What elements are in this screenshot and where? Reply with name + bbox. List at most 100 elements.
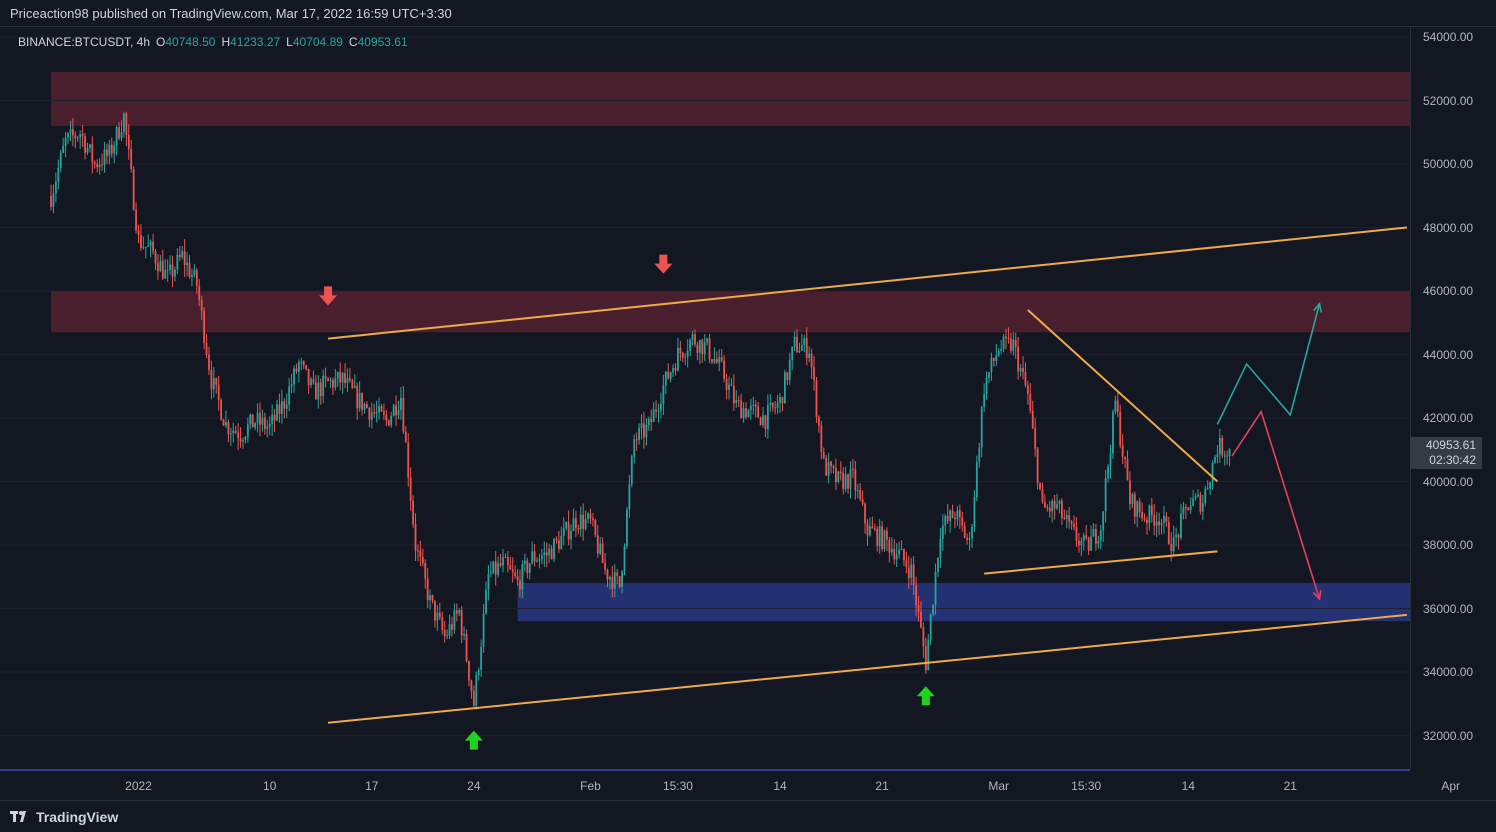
candle-body — [550, 548, 553, 560]
candle — [686, 339, 689, 368]
candle-body — [832, 466, 835, 468]
candle-body — [176, 254, 179, 270]
candle — [864, 501, 866, 534]
candle — [132, 166, 135, 211]
candle — [1002, 333, 1005, 353]
tradingview-brand: TradingView — [36, 809, 119, 825]
candle-body — [1121, 445, 1124, 457]
candle-body — [1031, 410, 1034, 429]
candle — [485, 581, 487, 615]
candle — [958, 504, 961, 529]
candle-body — [460, 610, 463, 636]
arrow-up-icon — [916, 686, 935, 706]
candle-body — [1226, 455, 1229, 457]
candle — [698, 339, 701, 365]
candle-body — [86, 147, 89, 153]
candle — [592, 512, 594, 527]
candle-body — [183, 251, 186, 266]
candle — [859, 483, 862, 502]
candle-body — [52, 193, 55, 207]
candle-body — [149, 241, 152, 246]
candle-body — [973, 497, 976, 527]
candle-body — [540, 555, 543, 560]
candle — [830, 460, 832, 474]
candle — [249, 413, 252, 430]
candle — [847, 473, 849, 494]
candle-body — [397, 410, 400, 416]
candle-body — [910, 564, 913, 579]
candle — [907, 555, 910, 589]
candle-body — [511, 569, 514, 573]
candle-body — [1114, 400, 1117, 412]
candle — [844, 466, 847, 493]
candle-body — [356, 385, 359, 409]
candle — [203, 307, 206, 350]
candle-body — [96, 163, 99, 168]
price-tick: 34000.00 — [1423, 665, 1474, 679]
candle-body — [951, 510, 954, 518]
candle-body — [1063, 517, 1066, 519]
candle — [1204, 485, 1207, 507]
candle — [276, 399, 278, 422]
time-tick: Feb — [580, 779, 601, 793]
price-tick: 42000.00 — [1423, 411, 1474, 425]
candle-body — [193, 269, 196, 276]
candle-body — [429, 595, 431, 601]
candle — [494, 551, 497, 586]
candle — [854, 460, 857, 500]
candle — [157, 254, 159, 280]
candle — [1009, 332, 1012, 354]
candle-body — [684, 356, 687, 358]
candle — [71, 118, 74, 147]
candle-body — [849, 469, 852, 489]
symbol-name[interactable]: BINANCE:BTCUSDT, 4h — [18, 35, 151, 49]
candle — [166, 259, 169, 282]
candle — [487, 565, 490, 601]
candle-body — [1000, 349, 1003, 351]
candle-body — [1206, 488, 1209, 490]
candle-body — [601, 543, 604, 563]
candle-body — [64, 137, 67, 147]
candle — [640, 414, 643, 440]
candle — [1206, 480, 1209, 490]
candle — [259, 402, 261, 437]
time-tick: 2022 — [125, 779, 152, 793]
candle — [208, 346, 210, 376]
candle — [295, 363, 298, 375]
tradingview-logo[interactable]: TradingView — [10, 809, 118, 825]
candle — [932, 604, 935, 617]
candle — [1126, 450, 1129, 481]
candle-body — [599, 543, 602, 554]
candle — [869, 517, 871, 537]
candle-body — [1092, 529, 1095, 537]
candle-body — [934, 572, 937, 605]
candle — [1226, 450, 1229, 465]
time-axis[interactable]: 2022 10 17 24 Feb 15:30 14 21 Mar 15:30 14 21 Apr — [0, 769, 1460, 801]
candle-body — [152, 241, 154, 252]
candle-body — [742, 408, 745, 419]
candle — [118, 122, 120, 141]
candle — [312, 370, 315, 385]
candle-body — [327, 378, 329, 381]
candle-body — [57, 167, 60, 182]
candle — [106, 143, 108, 165]
candle-body — [195, 269, 198, 286]
candle-body — [463, 634, 466, 636]
candle — [886, 527, 888, 552]
candle — [779, 392, 781, 414]
candle — [130, 139, 133, 173]
candle-body — [280, 401, 283, 415]
candle — [152, 233, 154, 255]
candle-body — [1024, 371, 1027, 386]
candle-body — [645, 424, 648, 438]
candle — [1043, 494, 1046, 508]
candle — [521, 560, 524, 599]
chart-canvas[interactable] — [0, 0, 1410, 769]
candle — [1048, 500, 1051, 518]
candle-body — [402, 397, 405, 432]
candle-body — [174, 269, 176, 277]
candle — [924, 637, 927, 674]
candle — [769, 393, 772, 412]
candle-body — [771, 402, 774, 408]
price-axis[interactable]: 54000.00 52000.00 50000.00 48000.00 46000.00… — [1410, 27, 1496, 769]
